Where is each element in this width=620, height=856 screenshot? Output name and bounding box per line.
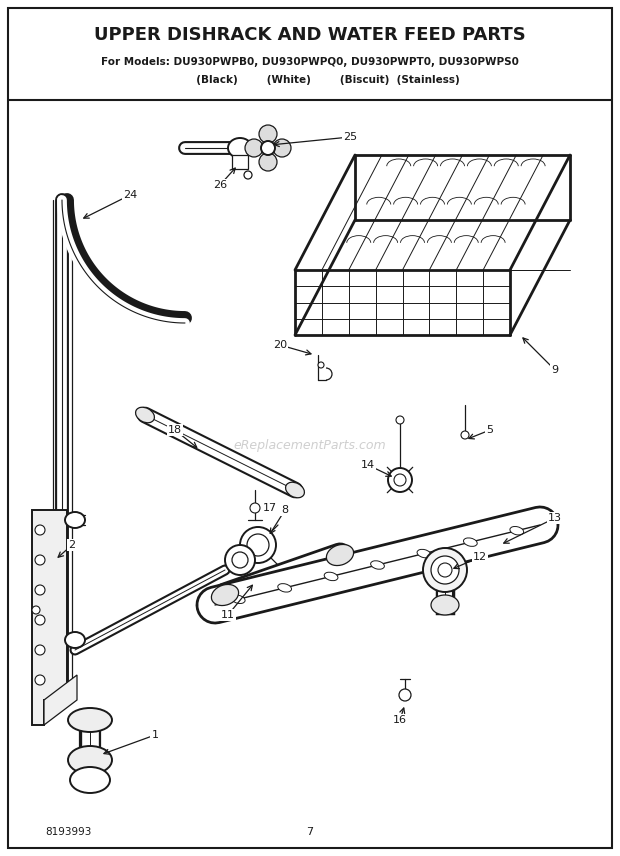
Text: 16: 16 — [393, 715, 407, 725]
Text: 12: 12 — [473, 552, 487, 562]
Circle shape — [250, 503, 260, 513]
Ellipse shape — [278, 584, 291, 592]
Circle shape — [35, 555, 45, 565]
Text: 13: 13 — [548, 513, 562, 523]
Ellipse shape — [417, 550, 431, 558]
Circle shape — [245, 139, 263, 157]
Ellipse shape — [324, 572, 338, 580]
Text: (Black)        (White)        (Biscuit)  (Stainless): (Black) (White) (Biscuit) (Stainless) — [160, 75, 460, 85]
Text: 20: 20 — [273, 340, 287, 350]
Circle shape — [461, 431, 469, 439]
Ellipse shape — [464, 538, 477, 546]
Circle shape — [35, 525, 45, 535]
Circle shape — [318, 362, 324, 368]
Text: UPPER DISHRACK AND WATER FEED PARTS: UPPER DISHRACK AND WATER FEED PARTS — [94, 26, 526, 44]
Circle shape — [396, 416, 404, 424]
Circle shape — [438, 563, 452, 577]
Ellipse shape — [68, 746, 112, 774]
Text: 24: 24 — [123, 190, 137, 200]
Circle shape — [394, 474, 406, 486]
Ellipse shape — [65, 512, 85, 528]
Circle shape — [273, 139, 291, 157]
Circle shape — [32, 606, 40, 614]
Text: eReplacementParts.com: eReplacementParts.com — [234, 438, 386, 451]
Text: 17: 17 — [263, 503, 277, 513]
Text: 8193993: 8193993 — [45, 827, 91, 837]
Ellipse shape — [231, 595, 245, 603]
Circle shape — [35, 675, 45, 685]
Ellipse shape — [510, 526, 524, 535]
Ellipse shape — [286, 482, 304, 497]
Circle shape — [247, 534, 269, 556]
Bar — [232, 155, 248, 169]
Ellipse shape — [431, 595, 459, 615]
Circle shape — [259, 125, 277, 143]
Ellipse shape — [70, 767, 110, 793]
Circle shape — [35, 645, 45, 655]
Text: 18: 18 — [168, 425, 182, 435]
Circle shape — [423, 548, 467, 592]
Circle shape — [431, 556, 459, 584]
Circle shape — [35, 615, 45, 625]
Circle shape — [240, 527, 276, 563]
Text: For Models: DU930PWPB0, DU930PWPQ0, DU930PWPT0, DU930PWPS0: For Models: DU930PWPB0, DU930PWPQ0, DU93… — [101, 57, 519, 67]
Text: 25: 25 — [343, 132, 357, 142]
Text: 14: 14 — [361, 460, 375, 470]
Text: 26: 26 — [213, 180, 227, 190]
Circle shape — [225, 545, 255, 575]
Text: 7: 7 — [306, 827, 314, 837]
Text: 5: 5 — [487, 425, 494, 435]
Circle shape — [399, 689, 411, 701]
Text: 9: 9 — [551, 365, 559, 375]
Circle shape — [35, 585, 45, 595]
Circle shape — [261, 141, 275, 155]
Polygon shape — [32, 510, 67, 725]
Ellipse shape — [68, 708, 112, 732]
Ellipse shape — [136, 407, 154, 423]
Circle shape — [259, 153, 277, 171]
Circle shape — [244, 171, 252, 179]
Text: 2: 2 — [68, 540, 76, 550]
Ellipse shape — [211, 585, 239, 605]
Text: 8: 8 — [281, 505, 288, 515]
Ellipse shape — [326, 544, 353, 566]
Ellipse shape — [228, 138, 252, 158]
Circle shape — [388, 468, 412, 492]
Circle shape — [232, 552, 248, 568]
Text: 1: 1 — [151, 730, 159, 740]
Polygon shape — [44, 675, 77, 725]
Ellipse shape — [65, 632, 85, 648]
Text: 11: 11 — [221, 610, 235, 620]
Ellipse shape — [371, 561, 384, 569]
